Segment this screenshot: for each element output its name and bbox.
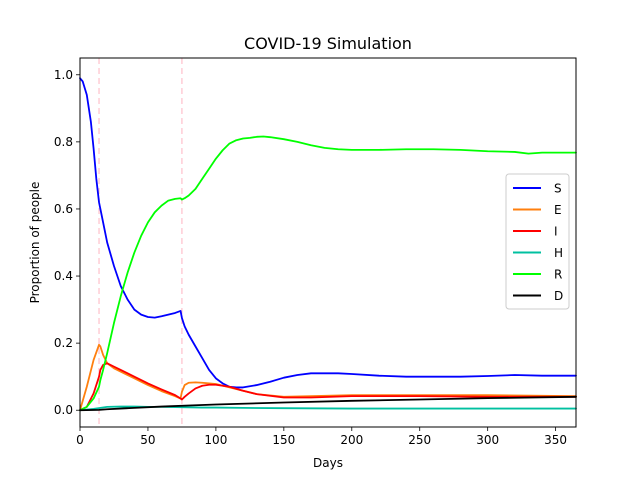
y-tick-label: 0.8 xyxy=(54,135,73,149)
x-tick-label: 250 xyxy=(408,433,431,447)
series-line-D xyxy=(79,395,577,412)
x-tick-label: 300 xyxy=(476,433,499,447)
y-tick-label: 0.2 xyxy=(54,336,73,350)
x-tick-label: 200 xyxy=(340,433,363,447)
x-tick-label: 0 xyxy=(76,433,84,447)
series-line-R xyxy=(79,135,577,412)
series-layer xyxy=(79,77,577,412)
legend-label-S: S xyxy=(554,182,562,196)
plot-frame xyxy=(79,57,577,428)
x-tick-label: 100 xyxy=(204,433,227,447)
series-line-S xyxy=(79,77,577,389)
y-ticks: 0.0 0.2 0.4 0.6 0.8 1.0 xyxy=(54,68,80,417)
legend-label-R: R xyxy=(554,268,562,282)
y-tick-label: 0.4 xyxy=(54,269,73,283)
x-tick-label: 150 xyxy=(272,433,295,447)
x-ticks: 0 50 100 150 200 250 300 350 xyxy=(76,427,567,447)
legend-label-I: I xyxy=(554,225,558,239)
x-tick-label: 350 xyxy=(544,433,567,447)
vline-layer xyxy=(98,58,183,427)
x-axis-label: Days xyxy=(313,456,343,470)
y-axis-label: Proportion of people xyxy=(28,182,42,304)
legend-label-E: E xyxy=(554,203,562,217)
legend-label-D: D xyxy=(554,289,563,303)
y-tick-label: 1.0 xyxy=(54,68,73,82)
y-tick-label: 0.0 xyxy=(54,403,73,417)
legend-box xyxy=(505,173,570,310)
x-tick-label: 50 xyxy=(140,433,155,447)
chart-title: COVID-19 Simulation xyxy=(244,34,412,53)
series-line-I xyxy=(79,362,577,412)
legend-label-H: H xyxy=(554,246,563,260)
series-line-H xyxy=(79,405,577,412)
y-tick-label: 0.6 xyxy=(54,202,73,216)
